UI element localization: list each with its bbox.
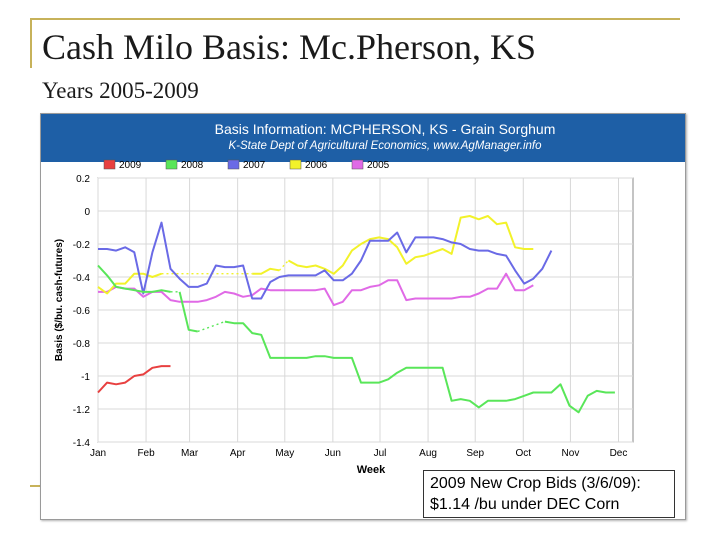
y-tick-label: 0.2 bbox=[76, 174, 90, 185]
decorative-rule-small bbox=[30, 485, 46, 487]
x-tick-label: Sep bbox=[466, 448, 484, 459]
basis-chart: Basis Information: MCPHERSON, KS - Grain… bbox=[41, 114, 685, 476]
x-axis-label: Week bbox=[357, 464, 386, 476]
series-line-2008 bbox=[97, 264, 171, 293]
y-tick-label: -1 bbox=[81, 372, 90, 383]
x-tick-label: May bbox=[275, 448, 294, 459]
x-tick-label: Nov bbox=[562, 448, 580, 459]
x-tick-label: Jun bbox=[325, 448, 341, 459]
chart-subtitle: K-State Dept of Agricultural Economics, … bbox=[229, 140, 543, 152]
legend-label-2005: 2005 bbox=[367, 160, 390, 171]
x-tick-label: Feb bbox=[137, 448, 155, 459]
x-tick-label: Oct bbox=[515, 448, 531, 459]
series-line-2006 bbox=[287, 215, 534, 275]
chart-header bbox=[41, 114, 685, 162]
y-tick-label: -0.8 bbox=[73, 339, 91, 350]
series-line-2008 bbox=[178, 291, 198, 333]
series-line-2009 bbox=[97, 365, 171, 394]
note-line-2: $1.14 /bu under DEC Corn bbox=[430, 496, 620, 513]
decorative-rule bbox=[30, 18, 680, 20]
x-tick-label: Dec bbox=[610, 448, 628, 459]
series-line-2006 bbox=[97, 272, 162, 295]
x-tick-label: Aug bbox=[419, 448, 437, 459]
legend-label-2007: 2007 bbox=[243, 160, 266, 171]
slide-subtitle: Years 2005-2009 bbox=[42, 78, 199, 103]
x-tick-label: Jul bbox=[374, 448, 387, 459]
decorative-rule-vertical bbox=[30, 18, 32, 68]
note-box: 2009 New Crop Bids (3/6/09): $1.14 /bu u… bbox=[423, 470, 675, 518]
x-tick-label: Mar bbox=[181, 448, 199, 459]
chart-frame: Basis Information: MCPHERSON, KS - Grain… bbox=[40, 113, 686, 520]
y-tick-label: -0.4 bbox=[73, 273, 91, 284]
note-line-1: 2009 New Crop Bids (3/6/09): bbox=[430, 475, 641, 492]
y-tick-label: -0.2 bbox=[73, 240, 91, 251]
y-tick-label: -1.4 bbox=[73, 438, 91, 449]
x-tick-label: Apr bbox=[230, 448, 246, 459]
legend-swatch-2005 bbox=[351, 159, 364, 170]
legend-swatch-2009 bbox=[103, 159, 116, 170]
legend-swatch-2007 bbox=[227, 159, 240, 170]
legend-label-2006: 2006 bbox=[305, 160, 328, 171]
y-tick-label: -0.6 bbox=[73, 306, 91, 317]
series-line-2006 bbox=[252, 267, 280, 275]
legend-label-2009: 2009 bbox=[119, 160, 142, 171]
y-tick-label: 0 bbox=[84, 207, 90, 218]
chart-legend: 2009 2008 2007 2006 2005 bbox=[103, 159, 390, 171]
legend-swatch-2008 bbox=[165, 159, 178, 170]
legend-swatch-2006 bbox=[289, 159, 302, 170]
chart-title: Basis Information: MCPHERSON, KS - Grain… bbox=[215, 121, 556, 137]
x-tick-label: Jan bbox=[90, 448, 106, 459]
series-gap-2006 bbox=[278, 260, 289, 271]
slide-title: Cash Milo Basis: Mc.Pherson, KS bbox=[42, 27, 537, 67]
series-line-2005 bbox=[98, 272, 534, 307]
y-tick-label: -1.2 bbox=[73, 405, 91, 416]
y-axis-label: Basis ($/bu. cash-futures) bbox=[54, 239, 65, 361]
series-line-2007 bbox=[98, 221, 553, 300]
legend-label-2008: 2008 bbox=[181, 160, 204, 171]
series-line-2008 bbox=[224, 320, 615, 414]
